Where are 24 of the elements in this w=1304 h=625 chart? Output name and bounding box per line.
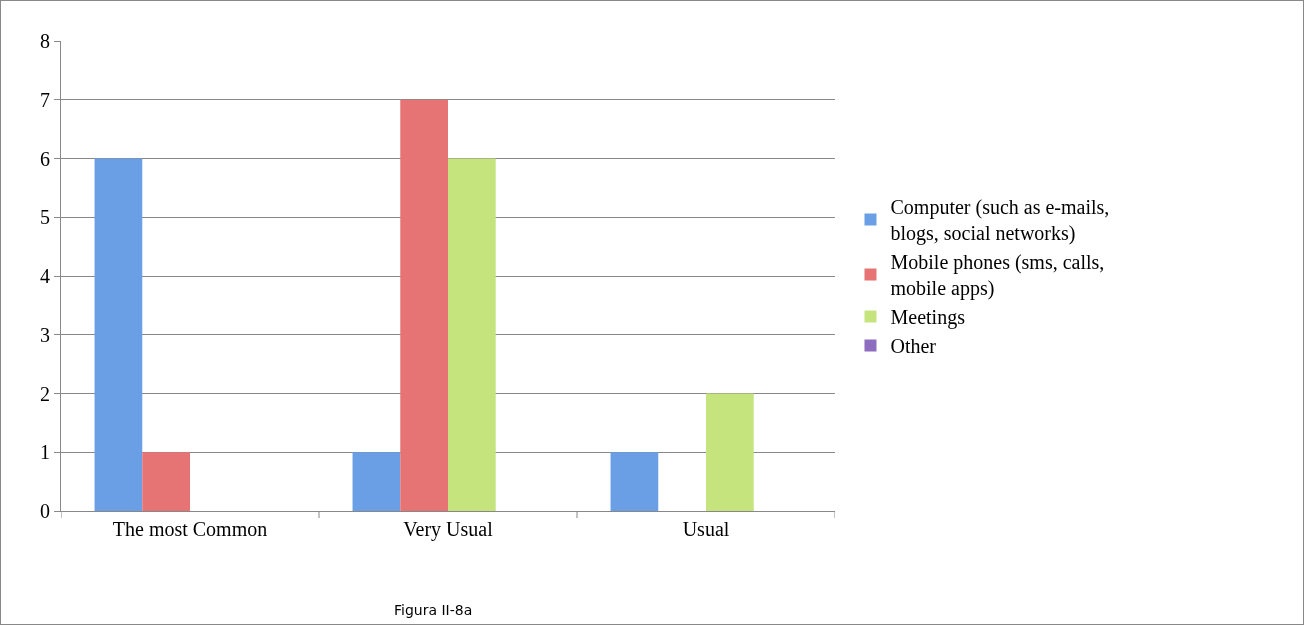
bar [352,452,401,511]
bar [610,452,659,511]
y-tick-label: 4 [40,265,50,287]
legend-label: Computer (such as e-mails, blogs, social networks) [890,196,1110,246]
bar [706,393,754,511]
bar [400,99,448,511]
y-tick-label: 0 [40,500,50,522]
bar [94,158,143,511]
text: Figura II-8a [394,602,473,618]
bar [448,158,496,511]
y-tick-label: 8 [40,30,50,52]
y-tick-label: 2 [40,382,50,405]
bar [142,452,190,511]
y-tick-label: 5 [40,206,50,229]
x-tick-label: Very Usual [403,518,494,541]
legend-label: Mobile phones (sms, calls, mobile apps) [890,251,1105,301]
y-tick-label: 7 [40,88,50,111]
x-tick-label: The most Common [112,518,268,540]
y-tick-label: 6 [40,147,50,170]
y-tick-label: 1 [40,441,50,464]
legend-label: Other [890,335,937,358]
x-tick-label: Usual [682,518,730,540]
y-tick-label: 3 [40,323,50,346]
legend-label: Meetings [890,306,966,330]
